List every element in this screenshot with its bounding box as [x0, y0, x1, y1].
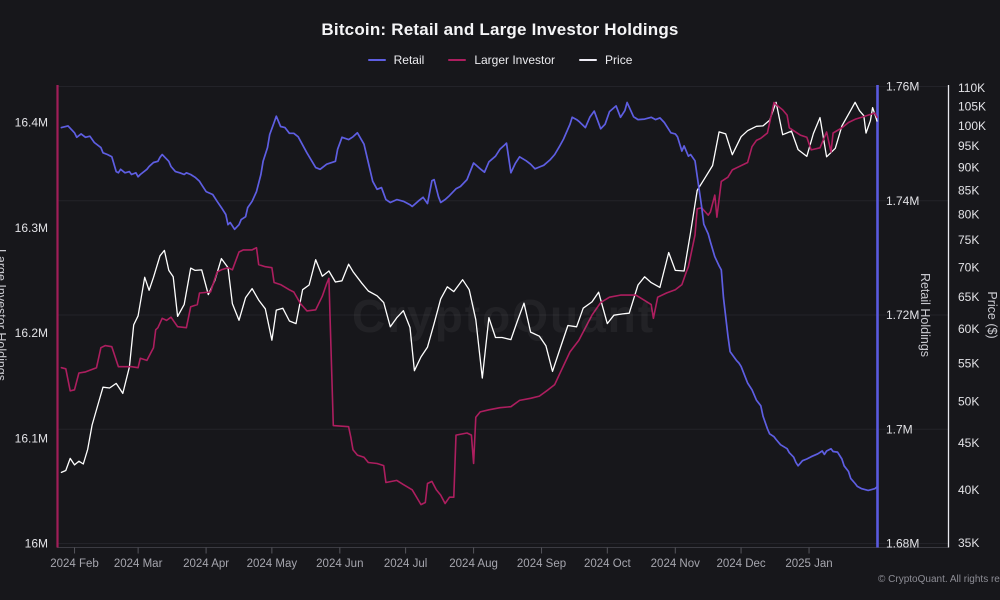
- copyright-text: © CryptoQuant. All rights reserved.: [878, 574, 1000, 585]
- retail-tick-label: 1.76M: [886, 80, 919, 94]
- x-tick-label: 2024 Sep: [517, 558, 566, 570]
- legend-swatch-retail-icon: [367, 59, 386, 61]
- price-series-line: [60, 101, 878, 474]
- legend-label-retail: Retail: [393, 53, 425, 67]
- investor-axis-title: Large Investor Holdings: [0, 249, 8, 381]
- price-tick-label: 105K: [958, 99, 986, 113]
- retail-tick-label: 1.7M: [886, 422, 913, 436]
- price-tick-label: 80K: [958, 208, 979, 222]
- x-tick-label: 2024 Oct: [584, 558, 631, 570]
- retail-tick-label: 1.74M: [886, 194, 919, 208]
- legend: Retail Larger Investor Price: [0, 53, 1000, 67]
- investor-tick-label: 16.4M: [15, 116, 48, 130]
- legend-item-retail[interactable]: Retail: [367, 53, 425, 67]
- x-tick-label: 2025 Jan: [785, 558, 832, 570]
- price-tick-label: 45K: [958, 436, 979, 450]
- price-tick-label: 55K: [958, 356, 979, 370]
- price-tick-label: 70K: [958, 261, 979, 275]
- retail-tick-label: 1.68M: [886, 537, 919, 551]
- legend-swatch-larger-investor-icon: [448, 59, 467, 61]
- larger-investor-series-line: [60, 101, 878, 506]
- legend-label-price: Price: [605, 53, 633, 67]
- investor-tick-label: 16.2M: [15, 326, 48, 340]
- x-tick-label: 2024 Apr: [183, 558, 229, 570]
- price-tick-label: 100K: [958, 119, 986, 133]
- x-tick-label: 2024 Nov: [651, 558, 700, 570]
- investor-tick-label: 16.3M: [15, 221, 48, 235]
- price-tick-label: 90K: [958, 161, 979, 175]
- investor-tick-label: 16.1M: [15, 431, 48, 445]
- investor-tick-label: 16M: [25, 537, 48, 551]
- legend-item-larger-investor[interactable]: Larger Investor: [448, 53, 555, 67]
- x-tick-label: 2024 Aug: [449, 558, 498, 570]
- x-tick-label: 2024 Jul: [384, 558, 427, 570]
- retail-axis-title: Retail Holdings: [918, 273, 932, 357]
- price-tick-label: 110K: [958, 81, 985, 95]
- page-title: Bitcoin: Retail and Large Investor Holdi…: [321, 20, 679, 39]
- x-tick-label: 2024 Mar: [114, 558, 163, 570]
- price-tick-label: 65K: [958, 290, 979, 304]
- price-tick-label: 85K: [958, 183, 979, 197]
- price-tick-label: 95K: [958, 139, 979, 153]
- legend-swatch-price-icon: [579, 59, 598, 61]
- retail-series-line: [60, 101, 878, 492]
- x-tick-label: 2024 Dec: [716, 558, 765, 570]
- legend-item-price[interactable]: Price: [579, 53, 632, 67]
- x-tick-label: 2024 May: [247, 558, 298, 570]
- x-tick-label: 2024 Feb: [50, 558, 99, 570]
- x-tick-label: 2024 Jun: [316, 558, 363, 570]
- price-tick-label: 40K: [958, 483, 979, 497]
- price-tick-label: 35K: [958, 536, 979, 550]
- price-axis-title: Price ($): [985, 291, 999, 338]
- price-tick-label: 60K: [958, 322, 979, 336]
- price-tick-label: 75K: [958, 233, 979, 247]
- price-tick-label: 50K: [958, 394, 979, 408]
- retail-tick-label: 1.72M: [886, 308, 919, 322]
- legend-label-larger-investor: Larger Investor: [474, 53, 556, 67]
